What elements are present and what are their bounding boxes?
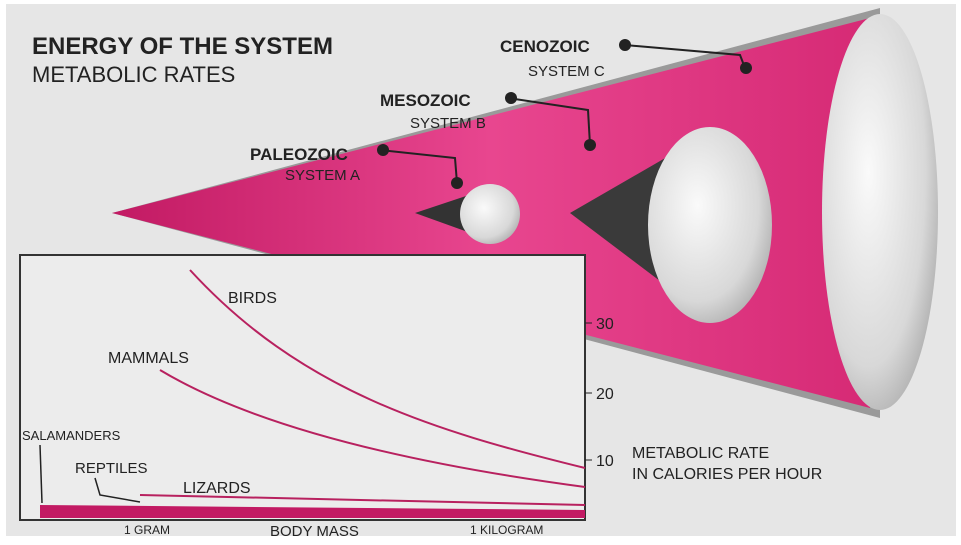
subtitle: METABOLIC RATES bbox=[32, 62, 235, 87]
era-name: PALEOZOIC bbox=[250, 145, 348, 164]
era-name: MESOZOIC bbox=[380, 91, 471, 110]
title: ENERGY OF THE SYSTEM bbox=[32, 33, 333, 60]
curve-label: SALAMANDERS bbox=[22, 428, 121, 443]
era-system: SYSTEM B bbox=[410, 115, 486, 132]
x-mark-label: 1 GRAM bbox=[124, 523, 170, 537]
x-mark-label: 1 KILOGRAM bbox=[470, 523, 543, 537]
curve-label: LIZARDS bbox=[183, 480, 251, 497]
x-axis-label: BODY MASS bbox=[270, 523, 359, 540]
curves bbox=[139, 269, 586, 506]
y-axis-label: IN CALORIES PER HOUR bbox=[632, 466, 822, 483]
inset-panel bbox=[19, 254, 586, 521]
y-tick-label: 30 bbox=[596, 316, 614, 333]
curve-label: REPTILES bbox=[75, 460, 148, 477]
curve-label: MAMMALS bbox=[108, 350, 189, 367]
y-axis-label: METABOLIC RATE bbox=[632, 445, 769, 462]
sphere-b bbox=[648, 127, 772, 323]
era-system: SYSTEM C bbox=[528, 63, 605, 80]
callout-dots bbox=[377, 39, 752, 189]
era-name: CENOZOIC bbox=[500, 37, 590, 56]
base-band bbox=[40, 505, 585, 518]
leader-lines bbox=[39, 444, 141, 504]
sphere-c bbox=[822, 14, 938, 410]
curve-label: BIRDS bbox=[228, 290, 277, 307]
era-system: SYSTEM A bbox=[285, 167, 360, 184]
y-tick-label: 10 bbox=[596, 453, 614, 470]
y-tick-label: 20 bbox=[596, 386, 614, 403]
sphere-a bbox=[460, 184, 520, 244]
tick-marks bbox=[585, 322, 592, 461]
